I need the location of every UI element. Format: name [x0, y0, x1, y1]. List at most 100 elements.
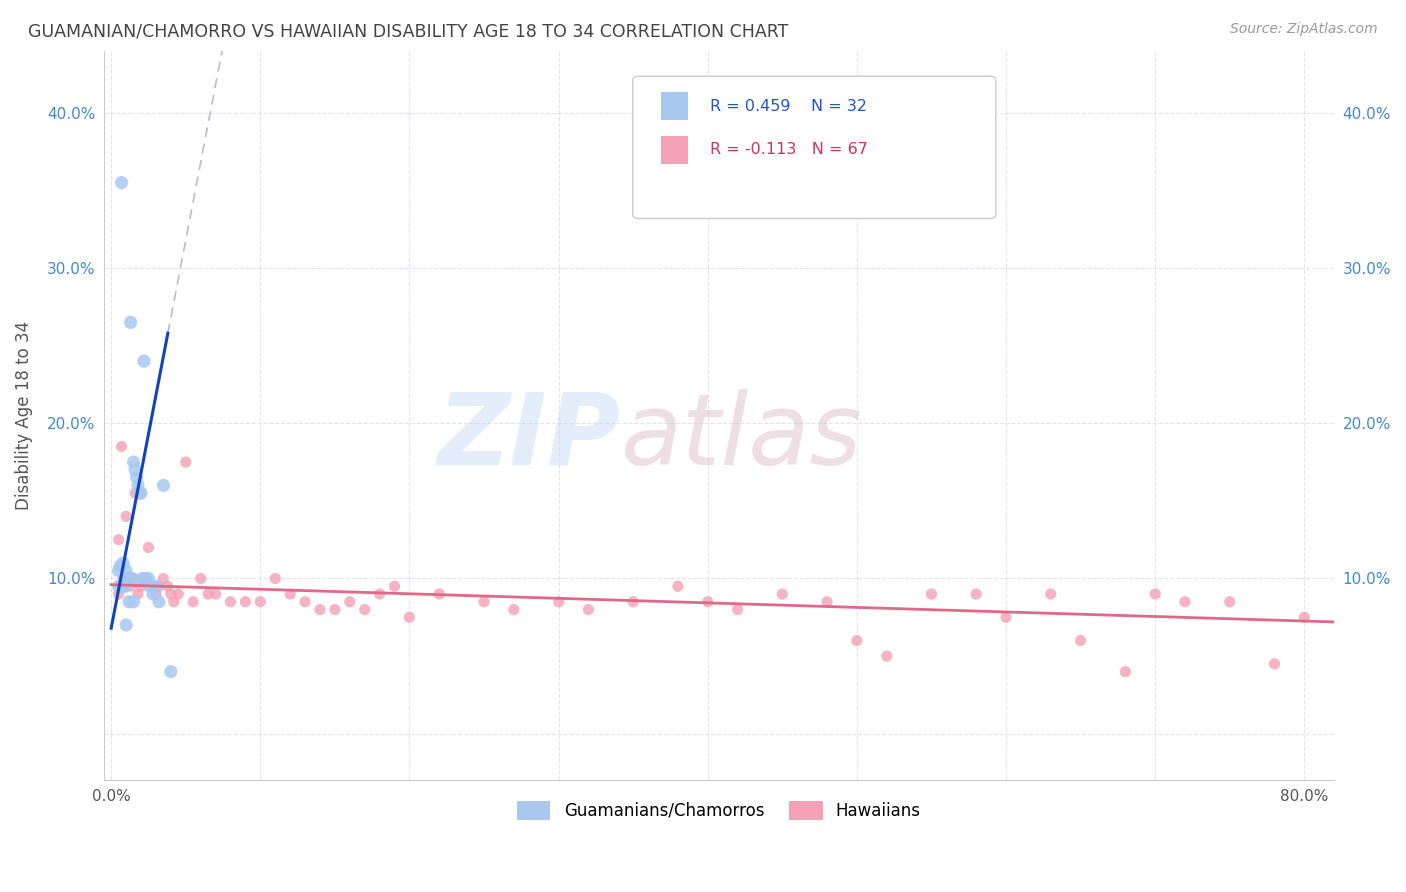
- Point: [108, 579, 131, 593]
- Point: [127, 478, 149, 492]
- Point: [117, 572, 139, 586]
- Point: [114, 579, 136, 593]
- Point: [118, 595, 141, 609]
- Point: [142, 579, 165, 593]
- Point: [1263, 657, 1285, 671]
- Point: [323, 602, 346, 616]
- Point: [578, 602, 600, 616]
- Point: [112, 556, 135, 570]
- Point: [108, 559, 131, 574]
- Point: [160, 665, 183, 679]
- Point: [339, 595, 361, 609]
- FancyBboxPatch shape: [661, 136, 688, 164]
- Point: [152, 478, 174, 492]
- Point: [107, 533, 129, 547]
- Point: [160, 587, 183, 601]
- Point: [547, 595, 569, 609]
- Point: [111, 579, 134, 593]
- Point: [139, 579, 162, 593]
- Point: [131, 572, 153, 586]
- Point: [145, 579, 167, 593]
- Point: [770, 587, 793, 601]
- Point: [122, 572, 145, 586]
- Point: [120, 315, 142, 329]
- Point: [353, 602, 375, 616]
- Point: [148, 595, 170, 609]
- Point: [115, 579, 138, 593]
- Point: [121, 572, 143, 586]
- Point: [174, 455, 197, 469]
- Point: [167, 587, 190, 601]
- Point: [384, 579, 406, 593]
- Y-axis label: Disability Age 18 to 34: Disability Age 18 to 34: [15, 321, 32, 510]
- Point: [132, 572, 155, 586]
- Point: [197, 587, 219, 601]
- Point: [152, 572, 174, 586]
- Point: [621, 595, 644, 609]
- Point: [148, 579, 170, 593]
- Point: [427, 587, 450, 601]
- Text: Source: ZipAtlas.com: Source: ZipAtlas.com: [1230, 22, 1378, 37]
- Legend: Guamanians/Chamorros, Hawaiians: Guamanians/Chamorros, Hawaiians: [510, 794, 928, 827]
- Point: [111, 440, 134, 454]
- Point: [122, 595, 145, 609]
- Point: [107, 587, 129, 601]
- Point: [107, 564, 129, 578]
- Point: [128, 486, 150, 500]
- Point: [134, 572, 156, 586]
- Point: [1174, 595, 1197, 609]
- Point: [112, 572, 135, 586]
- Point: [190, 572, 212, 586]
- Point: [1114, 665, 1136, 679]
- Point: [127, 587, 149, 601]
- FancyBboxPatch shape: [633, 76, 995, 219]
- Point: [142, 587, 165, 601]
- Point: [249, 595, 271, 609]
- Point: [115, 564, 138, 578]
- Text: atlas: atlas: [620, 389, 862, 486]
- Point: [118, 572, 141, 586]
- Point: [921, 587, 943, 601]
- FancyBboxPatch shape: [661, 92, 688, 120]
- Point: [278, 587, 301, 601]
- Point: [132, 354, 155, 368]
- Point: [502, 602, 524, 616]
- Point: [1294, 610, 1316, 624]
- Point: [398, 610, 420, 624]
- Point: [472, 595, 495, 609]
- Text: ZIP: ZIP: [437, 389, 620, 486]
- Point: [120, 579, 142, 593]
- Text: GUAMANIAN/CHAMORRO VS HAWAIIAN DISABILITY AGE 18 TO 34 CORRELATION CHART: GUAMANIAN/CHAMORRO VS HAWAIIAN DISABILIT…: [28, 22, 789, 40]
- Point: [114, 579, 136, 593]
- Point: [145, 587, 167, 601]
- Point: [138, 541, 160, 555]
- Point: [1219, 595, 1241, 609]
- Point: [876, 649, 898, 664]
- Point: [117, 572, 139, 586]
- Point: [204, 587, 226, 601]
- Point: [1144, 587, 1167, 601]
- Point: [138, 572, 160, 586]
- Point: [368, 587, 391, 601]
- Point: [163, 595, 186, 609]
- Point: [124, 486, 146, 500]
- Point: [115, 509, 138, 524]
- Point: [309, 602, 332, 616]
- Point: [995, 610, 1018, 624]
- Point: [111, 176, 134, 190]
- Point: [156, 579, 179, 593]
- Point: [666, 579, 689, 593]
- Point: [129, 579, 152, 593]
- Point: [114, 579, 136, 593]
- Point: [181, 595, 204, 609]
- Point: [727, 602, 749, 616]
- Point: [118, 572, 141, 586]
- Point: [815, 595, 838, 609]
- Point: [122, 455, 145, 469]
- Point: [294, 595, 316, 609]
- Point: [1039, 587, 1062, 601]
- Point: [264, 572, 287, 586]
- Text: R = 0.459    N = 32: R = 0.459 N = 32: [710, 99, 868, 113]
- Point: [115, 618, 138, 632]
- Point: [219, 595, 242, 609]
